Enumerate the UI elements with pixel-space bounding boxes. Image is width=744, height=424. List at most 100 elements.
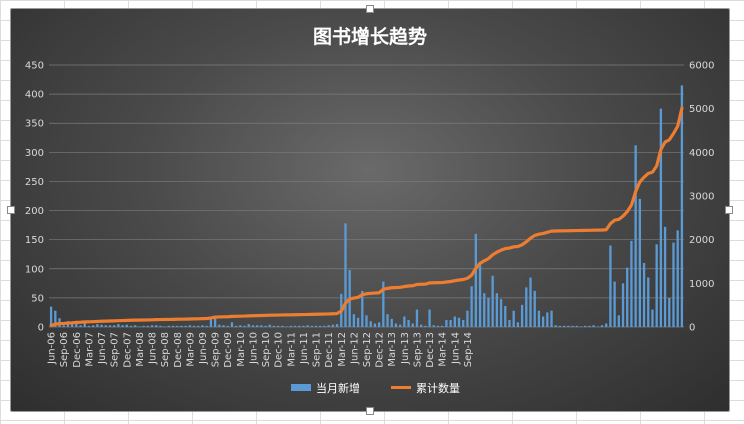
x-axis-tick: Mar-14 xyxy=(438,332,449,367)
right-axis-tick: 0 xyxy=(689,323,695,334)
bar xyxy=(243,325,246,327)
bar xyxy=(659,108,663,328)
bar xyxy=(398,324,402,327)
x-axis-tick: Sep-14 xyxy=(463,332,474,367)
bar xyxy=(596,326,599,327)
bar xyxy=(588,325,591,327)
bar xyxy=(621,283,625,327)
bar xyxy=(129,325,133,327)
bar xyxy=(600,325,604,327)
bar xyxy=(264,325,267,327)
bar xyxy=(163,326,166,327)
bar xyxy=(150,325,154,327)
bar xyxy=(415,309,419,327)
bar xyxy=(668,297,671,327)
bar xyxy=(592,325,595,327)
legend-bar-swatch xyxy=(291,384,311,391)
right-axis-tick: 1000 xyxy=(689,279,714,290)
resize-handle-left[interactable] xyxy=(7,206,15,214)
bar xyxy=(449,320,452,327)
bar xyxy=(285,326,288,327)
bar xyxy=(495,293,499,327)
bar xyxy=(478,261,482,327)
resize-handle-top[interactable] xyxy=(366,5,374,13)
bar xyxy=(499,299,503,327)
bar xyxy=(420,324,423,327)
bar-series-当月新增 xyxy=(49,85,684,328)
bar xyxy=(369,321,372,327)
bar xyxy=(323,325,326,327)
bar xyxy=(394,323,398,327)
chart-area[interactable]: 0 50 100 150 200 250 300 350 400 450 0 1000 2000 300… xyxy=(10,8,730,412)
bar xyxy=(70,324,74,327)
x-axis-tick: Dec-13 xyxy=(425,332,436,368)
bar xyxy=(436,325,440,327)
bar xyxy=(520,304,524,327)
bar xyxy=(91,325,95,327)
bar xyxy=(491,275,494,327)
bar xyxy=(470,286,473,327)
resize-handle-right[interactable] xyxy=(725,206,733,214)
bar xyxy=(201,325,204,327)
bar xyxy=(373,323,377,327)
bar xyxy=(104,325,107,327)
left-axis-tick: 400 xyxy=(25,90,44,101)
bar xyxy=(546,312,549,327)
x-axis-tick: Sep-06 xyxy=(59,332,70,367)
legend-label-line: 累计数量 xyxy=(416,382,460,395)
bar xyxy=(516,322,520,327)
bar xyxy=(272,325,276,327)
line-series-累计数量 xyxy=(49,106,684,328)
x-axis-tick: Dec-12 xyxy=(375,332,386,368)
bar xyxy=(390,318,393,327)
left-axis-tick: 350 xyxy=(25,119,44,130)
bar xyxy=(537,310,541,327)
bar xyxy=(626,267,629,327)
bar xyxy=(188,325,192,327)
bar xyxy=(487,297,490,327)
x-axis-tick: Sep-13 xyxy=(412,332,423,367)
bar xyxy=(655,244,658,327)
bar xyxy=(453,316,456,327)
bar xyxy=(142,325,145,327)
bar xyxy=(352,314,356,327)
bar xyxy=(462,320,465,327)
bar xyxy=(113,325,116,327)
bar xyxy=(613,281,616,327)
x-axis-tick: Jun-09 xyxy=(198,332,209,365)
bar xyxy=(155,325,158,327)
bar xyxy=(609,245,612,327)
right-axis-tick: 5000 xyxy=(689,104,714,115)
bar xyxy=(680,85,684,327)
x-axis-tick: Mar-07 xyxy=(84,332,95,367)
bar xyxy=(529,277,532,327)
bar xyxy=(605,323,608,327)
x-axis-tick: Dec-06 xyxy=(72,332,83,368)
bar xyxy=(386,314,389,327)
bar xyxy=(234,325,238,327)
bar xyxy=(584,325,587,327)
bar xyxy=(672,242,675,327)
bar xyxy=(424,325,427,327)
bar xyxy=(260,325,263,327)
bar xyxy=(277,325,280,327)
bar xyxy=(335,324,339,327)
bar xyxy=(62,325,65,327)
gridlines xyxy=(49,64,684,328)
x-axis-tick: Jun-14 xyxy=(450,332,461,365)
x-axis-tick: Sep-09 xyxy=(211,332,222,367)
bar xyxy=(293,325,297,327)
resize-handle-bottom[interactable] xyxy=(366,407,374,415)
bar xyxy=(382,281,385,327)
x-axis-tick: Dec-08 xyxy=(173,332,184,368)
bar xyxy=(108,325,112,327)
bar xyxy=(314,325,318,327)
bar xyxy=(377,322,381,327)
bar xyxy=(550,310,553,327)
left-axis-tick: 50 xyxy=(31,293,44,304)
bar xyxy=(239,325,242,327)
x-axis-tick: Dec-07 xyxy=(122,332,133,368)
bar xyxy=(365,315,368,327)
bar xyxy=(205,325,208,327)
left-axis-tick: 100 xyxy=(25,264,44,275)
